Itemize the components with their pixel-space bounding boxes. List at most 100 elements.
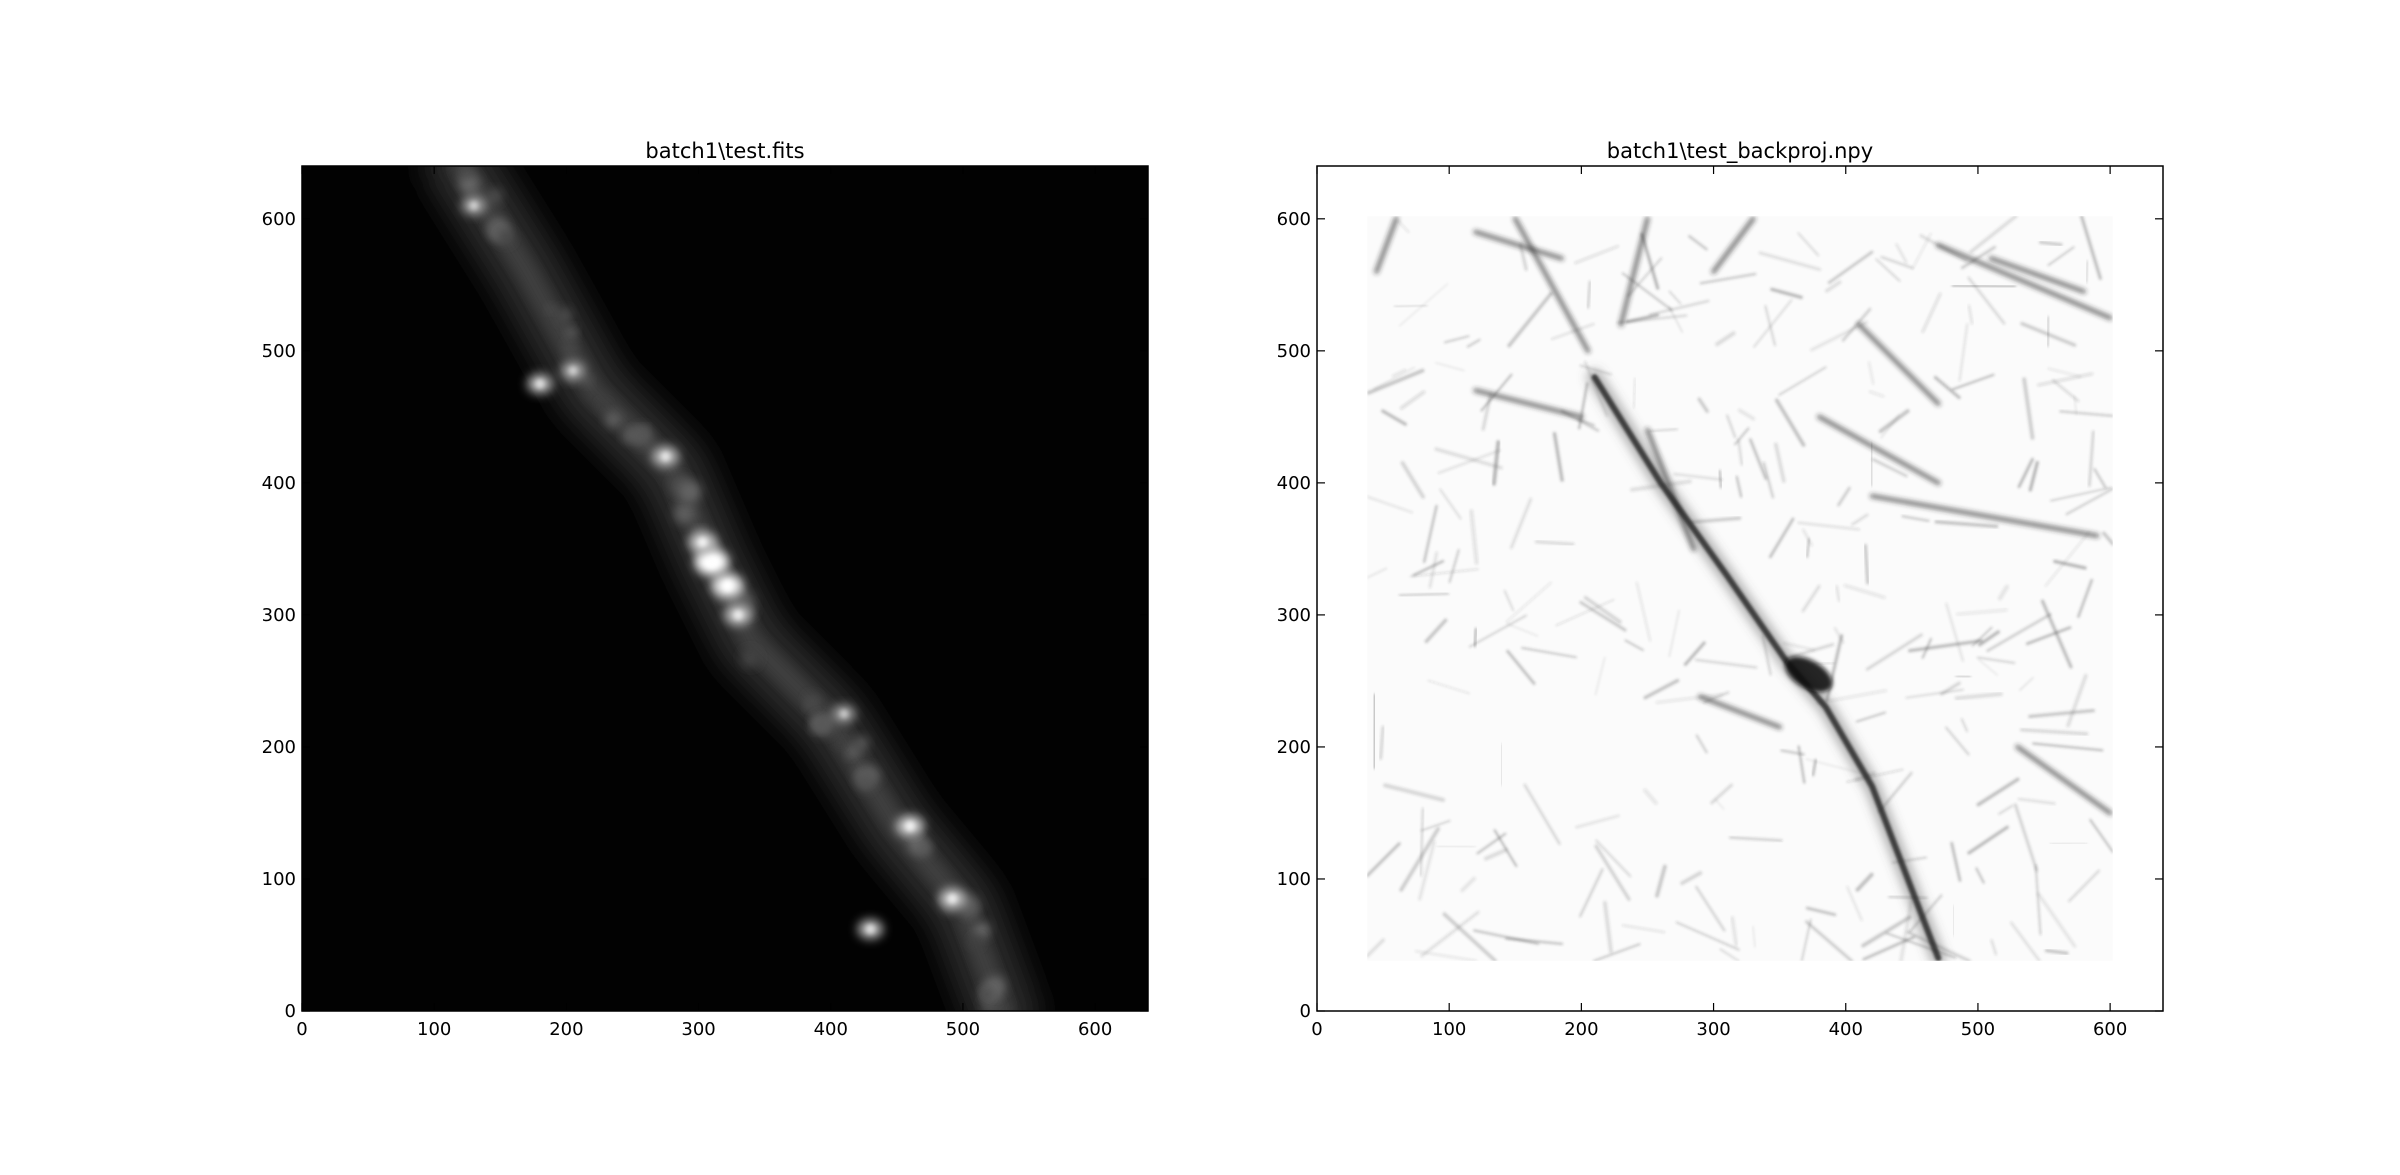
texture-stroke [2050, 486, 2112, 502]
texture-stroke [1434, 447, 1503, 470]
texture-stroke [2102, 531, 2115, 546]
texture-stroke [1748, 438, 1768, 480]
filament-clump [740, 648, 760, 668]
filament-clump [674, 503, 695, 524]
texture-stroke [1372, 693, 1377, 770]
texture-stroke [1880, 256, 1914, 269]
secondary-filament [1512, 216, 1591, 354]
texture-stroke [1825, 634, 1844, 702]
texture-stroke [1975, 867, 1985, 884]
texture-stroke [1695, 885, 1726, 932]
texture-stroke [1675, 921, 1740, 951]
left-panel-title: batch1\test.fits [645, 139, 804, 163]
texture-stroke [1976, 777, 2020, 807]
y-tick-label: 300 [262, 605, 296, 626]
mask-left [1317, 166, 1368, 1011]
texture-stroke [1420, 910, 1480, 958]
texture-stroke [1668, 290, 1682, 305]
texture-stroke [2034, 864, 2042, 936]
left-axes-frame [301, 165, 1149, 1012]
texture-stroke [1851, 513, 1869, 526]
bright-spot-core [661, 451, 671, 461]
texture-stroke [1579, 600, 1627, 632]
texture-stroke [1971, 626, 1993, 647]
texture-stroke [1603, 900, 1613, 954]
texture-stroke [2065, 487, 2114, 516]
texture-stroke [1825, 280, 1842, 293]
texture-stroke [1574, 245, 1620, 265]
texture-stroke [2047, 246, 2075, 267]
x-tick-label: 600 [2093, 1019, 2127, 1040]
texture-stroke [1710, 783, 1733, 805]
texture-stroke [1504, 590, 1514, 611]
texture-stroke [1412, 559, 1445, 577]
texture-stroke [2067, 869, 2100, 903]
filament-clump [974, 922, 990, 939]
texture-stroke [1729, 836, 1783, 842]
right-x-ticks: 0 100 200 300 400 500 600 [1311, 166, 2127, 1040]
texture-stroke [1575, 814, 1620, 829]
x-tick-label: 100 [417, 1019, 451, 1040]
filament-clump [565, 326, 577, 338]
texture-stroke [1680, 871, 1703, 886]
filament-clump [563, 342, 577, 356]
region-mask [1317, 166, 2163, 1011]
texture-stroke [1833, 627, 1845, 644]
texture-stroke [1921, 637, 1933, 659]
texture-stroke [2059, 410, 2114, 417]
texture-stroke [1523, 783, 1561, 845]
texture-stroke [2038, 240, 2063, 247]
texture-stroke [1643, 678, 1680, 700]
texture-stroke [1624, 639, 1644, 651]
texture-stroke [1737, 439, 1744, 466]
texture-stroke [1398, 592, 1450, 597]
texture-stroke [1643, 788, 1658, 805]
texture-stroke [1869, 442, 1874, 487]
texture-stroke [1427, 680, 1470, 695]
texture-stroke [2066, 673, 2088, 728]
filament-clump [487, 189, 502, 204]
texture-stroke [1398, 220, 1410, 233]
texture-stroke [1863, 543, 1870, 585]
right-axes-frame [1316, 165, 2164, 1012]
right-panel-title: batch1\test_backproj.npy [1607, 139, 1873, 164]
texture-stroke [2032, 742, 2104, 752]
texture-stroke [2088, 430, 2095, 487]
texture-stroke [2028, 460, 2039, 492]
texture-stroke [1697, 397, 1709, 413]
texture-stroke [1365, 938, 1385, 958]
texture-stroke [1398, 283, 1449, 327]
texture-stroke [1415, 950, 1477, 962]
texture-stroke [1753, 299, 1793, 348]
texture-stroke [1366, 567, 1388, 579]
texture-stroke [1420, 820, 1451, 832]
filament-clump [622, 428, 637, 443]
texture-stroke [1695, 658, 1758, 669]
x-tick-label: 400 [814, 1019, 848, 1040]
texture-stroke [1768, 517, 1795, 559]
texture-stroke [1509, 497, 1533, 550]
secondary-filament [1988, 255, 2087, 294]
texture-stroke [2089, 818, 2114, 853]
filament-clump [835, 737, 845, 748]
right-image-heatmap [1317, 166, 2163, 1011]
texture-stroke [1632, 377, 1637, 409]
filament-clump [631, 425, 653, 447]
texture-stroke [1956, 608, 2008, 616]
texture-stroke [2085, 260, 2089, 284]
bright-spot-core [705, 556, 718, 569]
x-tick-label: 500 [946, 1019, 980, 1040]
texture-stroke [1492, 440, 1501, 486]
filament-clump [556, 308, 573, 324]
bright-spot-core [697, 537, 708, 548]
texture-stroke [1552, 432, 1564, 482]
y-tick-label: 200 [1277, 737, 1311, 758]
bright-spot-core [535, 379, 545, 389]
texture-stroke [1960, 245, 1997, 270]
y-tick-label: 600 [262, 209, 296, 230]
texture-stroke [1481, 392, 1493, 431]
texture-stroke [1960, 718, 1968, 733]
x-tick-label: 600 [1078, 1019, 1112, 1040]
filament-clump [461, 166, 474, 179]
right-image-panel: batch1\test_backproj.npy 0 100 200 300 400 50… [1277, 139, 2164, 1040]
